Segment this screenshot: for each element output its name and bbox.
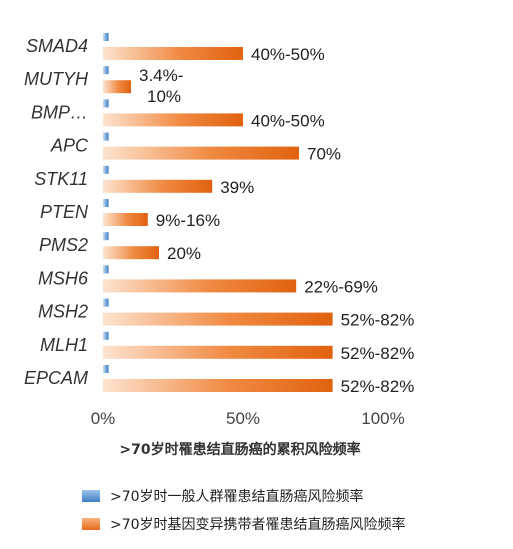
bar-variant-carrier — [103, 246, 159, 260]
x-tick-label: 50% — [226, 409, 260, 428]
data-label: 3.4%-10% — [139, 66, 183, 106]
data-label: 20% — [167, 244, 201, 263]
bar-general-population — [103, 365, 109, 373]
bar-variant-carrier — [103, 279, 297, 293]
bar-variant-carrier — [103, 312, 333, 326]
data-label: 40%-50% — [251, 45, 325, 64]
legend-swatch-carrier — [82, 518, 100, 530]
x-tick-label: 100% — [361, 409, 404, 428]
bar-general-population — [103, 331, 109, 340]
category-label: MUTYH — [24, 69, 89, 89]
data-label: 9%-16% — [156, 211, 220, 230]
chart: SMAD4 40%-50% MUTYH 3.4%-10% BMP… 40%-50% APC 7… — [24, 33, 414, 458]
bar-general-population — [103, 99, 109, 108]
category-label: SMAD4 — [26, 36, 88, 56]
data-label: 70% — [307, 145, 341, 164]
data-label: 40%-50% — [251, 111, 325, 130]
bar-general-population — [103, 199, 109, 207]
bar-general-population — [103, 132, 109, 141]
data-label: 52%-82% — [341, 377, 415, 396]
bar-general-population — [103, 66, 109, 75]
category-label: BMP… — [31, 102, 88, 122]
legend-label-carrier: >70岁时基因变异携带者罹患结直肠癌风险频率 — [110, 517, 406, 533]
bar-variant-carrier — [103, 179, 213, 193]
x-axis-title: >70岁时罹患结直肠癌的累积风险频率 — [119, 441, 360, 458]
legend-label-general: >70岁时一般人群罹患结直肠癌风险频率 — [110, 489, 364, 505]
legend-swatch-general — [82, 490, 100, 502]
bar-general-population — [103, 165, 109, 174]
data-label: 52%-82% — [341, 344, 415, 363]
data-label: 52%-82% — [341, 311, 415, 330]
category-label: MLH1 — [40, 335, 88, 355]
bars-layer — [103, 33, 333, 392]
bar-variant-carrier — [103, 80, 131, 94]
bar-general-population — [103, 265, 109, 274]
legend-item-carrier: >70岁时基因变异携带者罹患结直肠癌风险频率 — [82, 514, 406, 534]
category-label: PMS2 — [39, 235, 88, 255]
category-label: STK11 — [34, 169, 88, 189]
bar-general-population — [103, 298, 109, 307]
bar-variant-carrier — [103, 47, 243, 60]
bar-general-population — [103, 33, 109, 41]
x-axis: 0% 50% 100% — [91, 409, 405, 428]
bar-variant-carrier — [103, 113, 243, 127]
legend-item-general: >70岁时一般人群罹患结直肠癌风险频率 — [82, 486, 364, 506]
bar-general-population — [103, 232, 109, 241]
x-tick-label: 0% — [91, 409, 116, 428]
data-label: 39% — [220, 178, 254, 197]
bar-variant-carrier — [103, 379, 333, 392]
bar-variant-carrier — [103, 213, 148, 226]
category-label: EPCAM — [24, 368, 88, 388]
category-label: MSH6 — [38, 268, 89, 288]
category-label: APC — [50, 136, 89, 156]
bar-variant-carrier — [103, 345, 333, 359]
labels-layer: SMAD4 40%-50% MUTYH 3.4%-10% BMP… 40%-50% APC 7… — [24, 36, 414, 396]
bar-variant-carrier — [103, 146, 299, 160]
category-label: MSH2 — [38, 302, 88, 322]
category-label: PTEN — [40, 202, 89, 222]
data-label: 22%-69% — [304, 277, 378, 296]
